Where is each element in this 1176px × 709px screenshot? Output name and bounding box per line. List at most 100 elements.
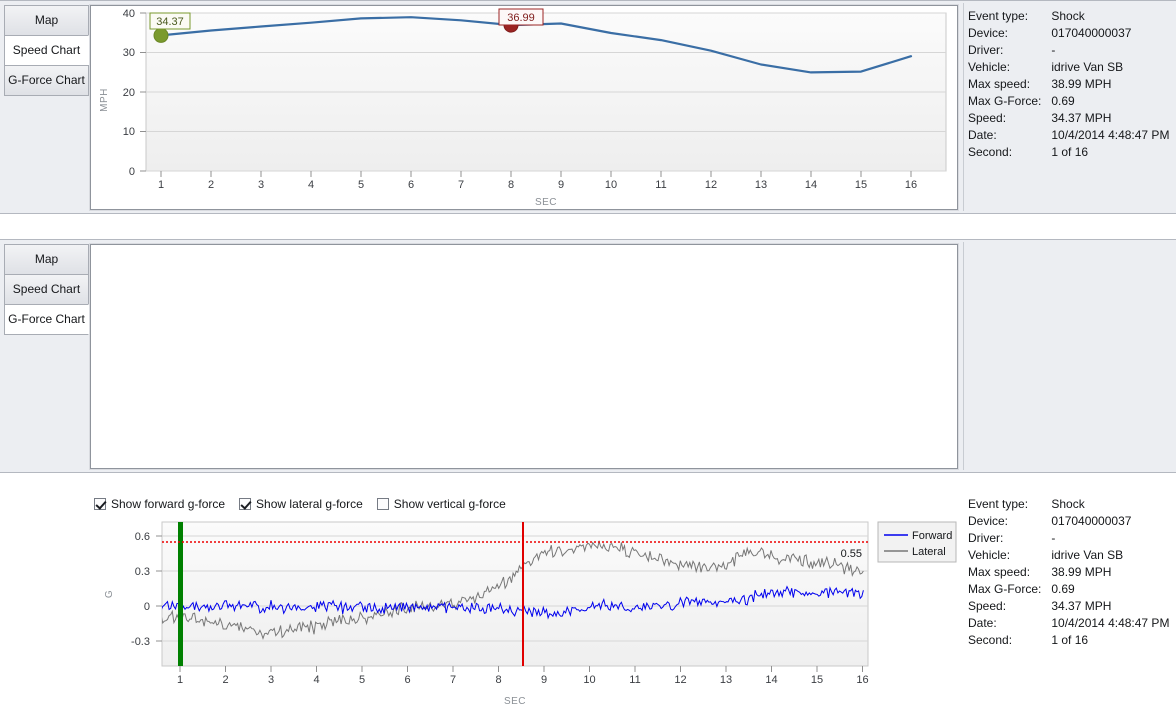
info-key: Vehicle: bbox=[968, 548, 1011, 562]
sidebar-item-g-force-chart-2[interactable]: G-Force Chart bbox=[4, 304, 89, 335]
info-key: Max G-Force: bbox=[968, 582, 1042, 596]
x-tick-label: 16 bbox=[856, 674, 868, 686]
x-tick-label: 9 bbox=[558, 179, 564, 191]
info-value: 34.37 MPH bbox=[1051, 111, 1112, 125]
g-force-chart-card bbox=[90, 244, 958, 469]
checkbox-show-lateral-g-force[interactable]: Show lateral g-force bbox=[239, 497, 363, 511]
info-value: 1 of 16 bbox=[1051, 633, 1089, 647]
speed-current-callout: 36.99 bbox=[498, 8, 544, 26]
x-tick-label: 15 bbox=[855, 179, 867, 191]
x-tick-label: 11 bbox=[629, 674, 640, 686]
info-value: Shock bbox=[1051, 497, 1085, 511]
info-key: Device: bbox=[968, 26, 1009, 40]
info-key: Speed: bbox=[968, 599, 1007, 613]
checkbox-forward-label: Show forward g-force bbox=[111, 497, 226, 511]
x-axis-title: SEC bbox=[535, 197, 557, 208]
sidebar-item-g-force-chart[interactable]: G-Force Chart bbox=[4, 65, 89, 96]
info-key: Driver: bbox=[968, 531, 1004, 545]
info-key: Event type: bbox=[968, 497, 1029, 511]
sidebar-item-map[interactable]: Map bbox=[4, 5, 89, 36]
x-tick-label: 9 bbox=[541, 674, 547, 686]
event-info-speed: Event type: Shock Device: 017040000037 Drive… bbox=[968, 9, 1169, 162]
info-key: Date: bbox=[968, 616, 997, 630]
info-row: Driver: - bbox=[968, 531, 1169, 548]
x-tick-label: 14 bbox=[805, 179, 817, 191]
info-row: Device: 017040000037 bbox=[968, 514, 1169, 531]
checkbox-forward-box[interactable] bbox=[94, 498, 106, 510]
x-tick-label: 4 bbox=[313, 674, 319, 686]
y-tick-10: 10 bbox=[123, 126, 135, 138]
x-tick-label: 7 bbox=[450, 674, 456, 686]
speed-start-marker[interactable] bbox=[153, 27, 169, 43]
g-force-chart-panel: Map Speed Chart G-Force Chart Show forwa… bbox=[0, 239, 1176, 707]
x-tick-label: 1 bbox=[158, 179, 164, 191]
x-tick-label: 5 bbox=[358, 179, 364, 191]
sidebar-item-speed-chart[interactable]: Speed Chart bbox=[4, 35, 89, 66]
panel-tabstrip-gforce: Map Speed Chart G-Force Chart bbox=[4, 244, 89, 335]
x-tick-label: 4 bbox=[308, 179, 314, 191]
checkbox-lateral-box[interactable] bbox=[239, 498, 252, 510]
x-tick-label: 14 bbox=[765, 674, 777, 686]
g-y-tick-0.3: 0.3 bbox=[135, 566, 150, 578]
x-tick-label: 11 bbox=[655, 179, 666, 191]
info-row: Second: 1 of 16 bbox=[968, 145, 1169, 162]
info-row: Max G-Force: 0.69 bbox=[968, 582, 1169, 599]
g-y-tick-0: 0 bbox=[144, 601, 150, 613]
speed-x-axis: 1 2 3 4 5 6 7 8 9 10 11 12 13 14 15 16 SEC bbox=[158, 171, 917, 208]
x-tick-label: 13 bbox=[755, 179, 767, 191]
g-force-series-toggles: Show forward g-force Show lateral g-forc… bbox=[94, 494, 506, 514]
info-row: Date: 10/4/2014 4:48:47 PM bbox=[968, 128, 1169, 145]
g-y-axis-title: G bbox=[104, 590, 115, 598]
x-tick-label: 6 bbox=[404, 674, 410, 686]
checkbox-vertical-label: Show vertical g-force bbox=[393, 497, 506, 511]
checkbox-show-forward-g-force[interactable]: Show forward g-force bbox=[94, 497, 225, 511]
info-value: idrive Van SB bbox=[1051, 548, 1124, 562]
legend-label-lateral: Lateral bbox=[912, 546, 946, 558]
g-y-tick--0.3: -0.3 bbox=[131, 636, 150, 648]
checkbox-show-vertical-g-force[interactable]: Show vertical g-force bbox=[376, 497, 506, 511]
info-row: Speed: 34.37 MPH bbox=[968, 111, 1169, 128]
speed-start-callout: 34.37 bbox=[149, 12, 191, 30]
sidebar-item-speed-chart-2[interactable]: Speed Chart bbox=[4, 274, 89, 305]
info-key: Speed: bbox=[968, 111, 1007, 125]
info-row: Vehicle: idrive Van SB bbox=[968, 548, 1169, 565]
info-value: 017040000037 bbox=[1051, 26, 1132, 40]
info-key: Max speed: bbox=[968, 565, 1031, 579]
x-tick-label: 8 bbox=[508, 179, 514, 191]
y-tick-20: 20 bbox=[123, 87, 135, 99]
panel-divider-2 bbox=[963, 242, 964, 470]
g-threshold-label: 0.55 bbox=[841, 548, 862, 560]
g-current-marker-line[interactable] bbox=[522, 522, 524, 666]
y-tick-30: 30 bbox=[123, 47, 135, 59]
info-key: Event type: bbox=[968, 9, 1029, 23]
info-key: Driver: bbox=[968, 43, 1004, 57]
info-value: - bbox=[1051, 43, 1056, 57]
checkbox-vertical-box[interactable] bbox=[376, 498, 389, 510]
x-tick-label: 2 bbox=[222, 674, 228, 686]
g-start-marker-line[interactable] bbox=[178, 522, 183, 666]
info-row: Event type: Shock bbox=[968, 9, 1169, 26]
x-tick-label: 13 bbox=[720, 674, 732, 686]
x-tick-label: 8 bbox=[495, 674, 501, 686]
info-row: Speed: 34.37 MPH bbox=[968, 599, 1169, 616]
info-row: Date: 10/4/2014 4:48:47 PM bbox=[968, 616, 1169, 633]
info-value: 38.99 MPH bbox=[1051, 77, 1112, 91]
g-x-axis-title: SEC bbox=[504, 696, 526, 707]
event-info-gforce: Event type: Shock Device: 017040000037 Drive… bbox=[968, 497, 1169, 650]
info-value: 0.69 bbox=[1051, 582, 1075, 596]
g-force-legend: Forward Lateral bbox=[877, 521, 957, 563]
gforce-y-axis: 0.6 0.3 0 -0.3 G bbox=[104, 531, 162, 648]
info-value: idrive Van SB bbox=[1051, 60, 1124, 74]
info-value: 10/4/2014 4:48:47 PM bbox=[1051, 128, 1170, 142]
info-value: 38.99 MPH bbox=[1051, 565, 1112, 579]
panel-tabstrip-speed: Map Speed Chart G-Force Chart bbox=[4, 5, 89, 96]
sidebar-item-map-2[interactable]: Map bbox=[4, 244, 89, 275]
y-tick-40: 40 bbox=[123, 8, 135, 20]
y-tick-0: 0 bbox=[129, 166, 135, 178]
g-y-tick-0.6: 0.6 bbox=[135, 531, 150, 543]
info-value: 0.69 bbox=[1051, 94, 1075, 108]
x-tick-label: 3 bbox=[258, 179, 264, 191]
speed-chart-panel: Map Speed Chart G-Force Chart bbox=[0, 0, 1176, 214]
x-tick-label: 10 bbox=[583, 674, 595, 686]
x-tick-label: 10 bbox=[605, 179, 617, 191]
